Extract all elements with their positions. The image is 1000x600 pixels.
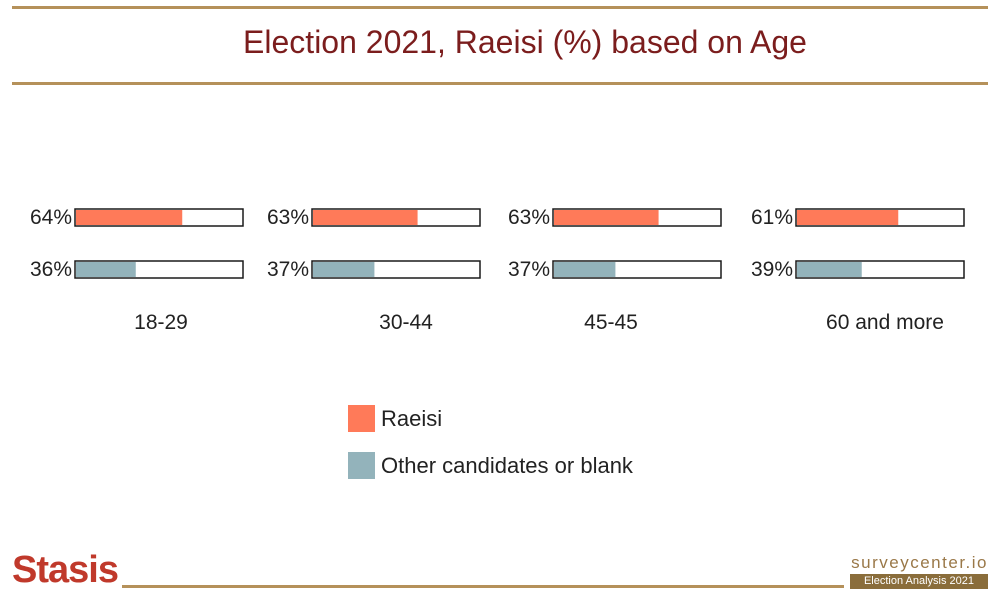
chart-title: Election 2021, Raeisi (%) based on Age [243,24,807,60]
bar-other-2 [554,262,616,277]
data-label-raeisi-3: 61% [751,206,793,229]
data-label-raeisi-1: 63% [267,206,309,229]
category-label-3: 60 and more [826,311,944,334]
legend-label-raeisi: Raeisi [381,406,443,431]
legend-swatch-other [348,452,375,479]
top-rule [12,6,988,9]
bar-other-0 [76,262,136,277]
bar-other-3 [797,262,862,277]
bar-raeisi-0 [76,210,183,225]
footer-rule [122,585,844,588]
category-label-1: 30-44 [379,311,433,334]
logo-text: Stasis [12,549,119,591]
data-label-other-3: 39% [751,258,793,281]
data-label-raeisi-0: 64% [30,206,72,229]
bar-raeisi-1 [313,210,418,225]
data-label-other-1: 37% [267,258,309,281]
data-label-other-0: 36% [30,258,72,281]
data-label-raeisi-2: 63% [508,206,550,229]
report-tag: Election Analysis 2021 [850,574,988,589]
legend-swatch-raeisi [348,405,375,432]
category-label-2: 45-45 [584,311,638,334]
bar-raeisi-3 [797,210,899,225]
category-label-0: 18-29 [134,311,188,334]
site-url: surveycenter.io [851,553,988,572]
legend-label-other: Other candidates or blank [381,453,633,478]
bar-raeisi-2 [554,210,659,225]
stasis-logo: Stasis [12,548,119,592]
bar-other-1 [313,262,375,277]
data-label-other-2: 37% [508,258,550,281]
title-underline [12,82,988,85]
